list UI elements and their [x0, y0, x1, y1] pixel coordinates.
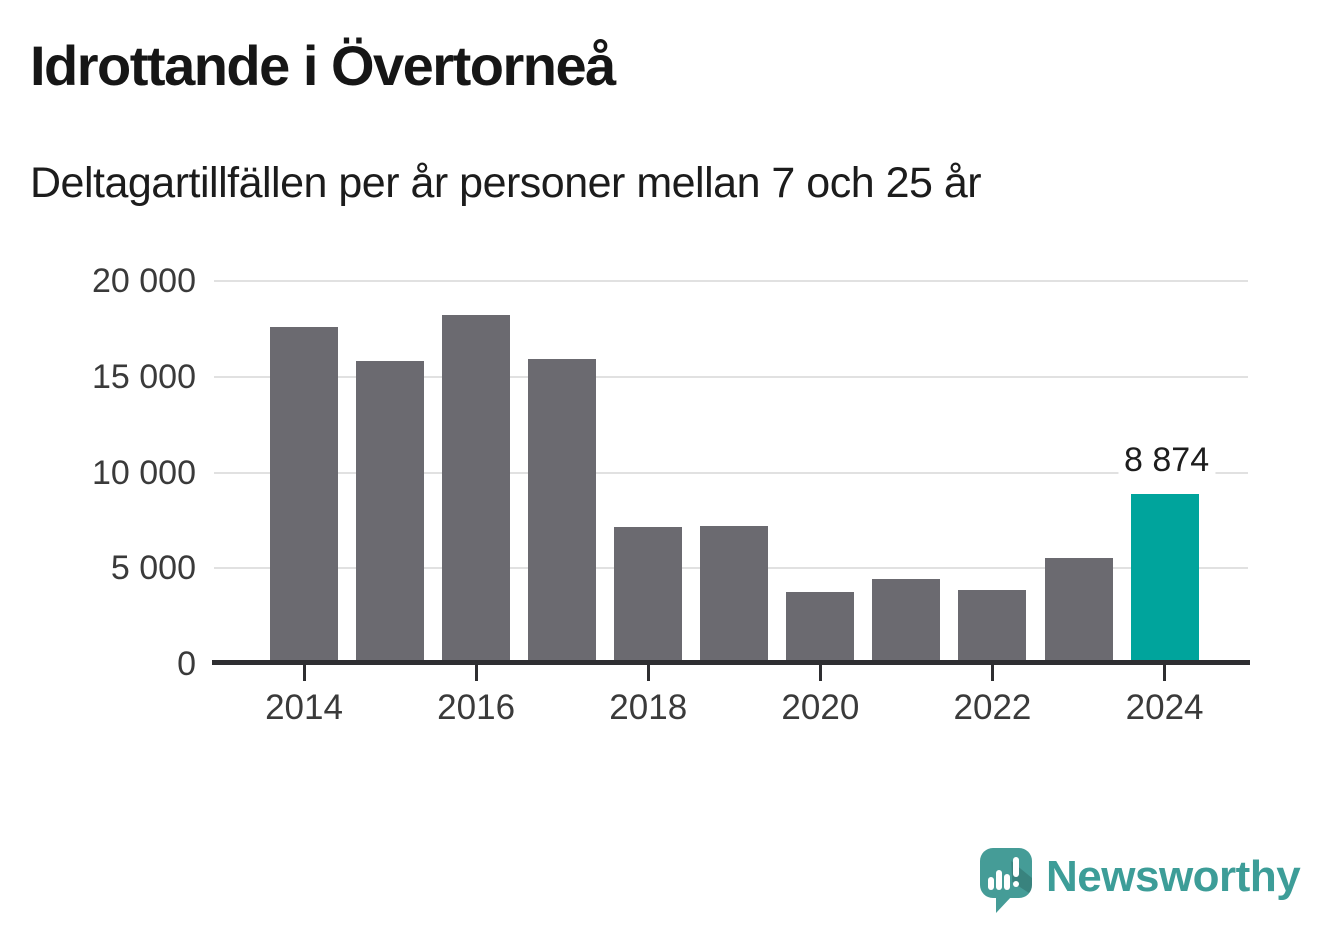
bar-2024 [1131, 494, 1199, 664]
x-axis-tick-label: 2024 [1125, 688, 1204, 727]
x-axis-tick [1163, 665, 1167, 681]
bar-2019 [700, 526, 768, 664]
x-axis-tick [818, 665, 822, 681]
x-axis-tick-label: 2016 [437, 688, 516, 727]
bar-2018 [614, 527, 682, 664]
y-gridline [214, 280, 1248, 282]
x-axis-tick-label: 2018 [609, 688, 688, 727]
x-axis-tick [646, 665, 650, 681]
logo-bar-icon [996, 870, 1002, 890]
x-axis-tick [990, 665, 994, 681]
y-axis-tick-label: 15 000 [92, 357, 196, 396]
bar-2020 [786, 592, 854, 664]
bar-2014 [270, 327, 338, 664]
y-gridline [214, 471, 1248, 474]
bar-2021 [872, 579, 940, 664]
x-axis-tick [474, 665, 478, 681]
bar-2023 [1045, 558, 1113, 664]
logo-bar-icon [988, 877, 994, 890]
brand-name: Newsworthy [1046, 852, 1301, 901]
logo-fold-shade [1011, 861, 1032, 895]
logo-bar-icon [1004, 874, 1010, 890]
y-axis-tick-label: 5 000 [110, 549, 196, 588]
logo-exclamation-icon [1013, 857, 1019, 877]
logo-bubble-tail [996, 896, 1012, 913]
logo-exclamation-dot-icon [1013, 881, 1019, 887]
newsworthy-logo: Newsworthy [980, 846, 1320, 916]
y-gridline [214, 375, 1248, 378]
x-axis-tick-label: 2020 [781, 688, 860, 727]
chart-subtitle: Deltagartillfällen per år personer mella… [30, 159, 982, 207]
speech-bubble-bar-chart-exclamation-icon [980, 848, 1032, 898]
bar-2015 [356, 361, 424, 664]
y-axis-tick-label: 0 [177, 645, 196, 683]
bar-2016 [442, 315, 510, 664]
bar-value-label: 8 874 [1118, 440, 1216, 480]
page-title: Idrottande i Övertorneå [30, 34, 616, 97]
bar-2017 [528, 359, 596, 664]
bar-2022 [958, 590, 1026, 664]
x-axis-tick-label: 2014 [265, 688, 343, 727]
y-axis-tick-label: 20 000 [92, 262, 196, 300]
x-axis-tick-label: 2022 [953, 688, 1032, 727]
x-axis-line [212, 660, 1250, 665]
y-axis-tick-label: 10 000 [92, 453, 196, 492]
x-axis-tick [302, 665, 306, 681]
